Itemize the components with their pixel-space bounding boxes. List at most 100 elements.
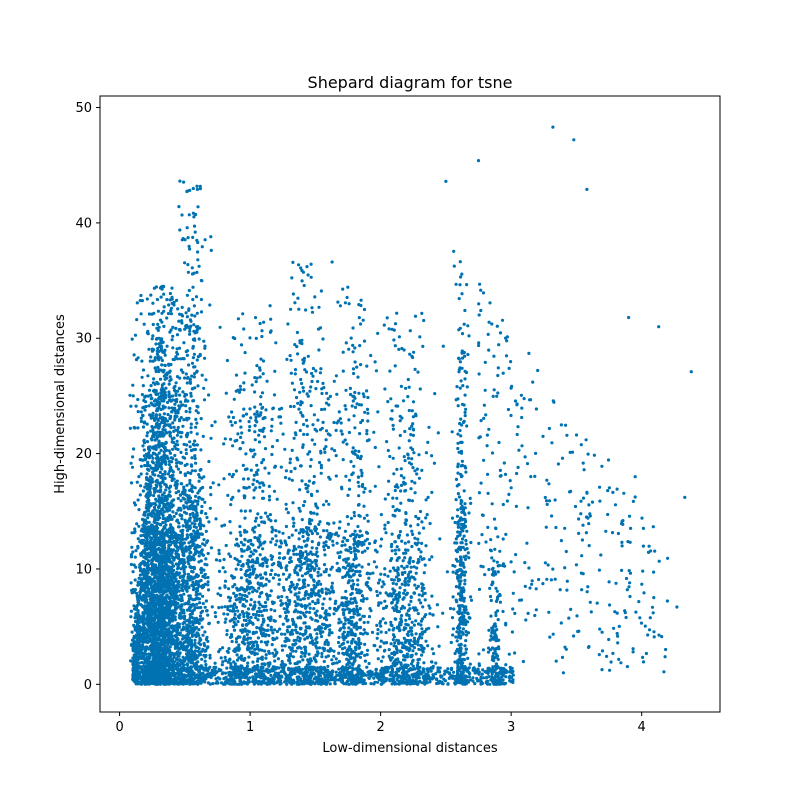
data-point (181, 528, 185, 532)
data-point (178, 419, 182, 423)
data-point (193, 638, 197, 642)
data-point (334, 599, 338, 603)
data-point (179, 567, 183, 571)
data-point (175, 397, 179, 402)
data-point (169, 552, 173, 556)
data-point (228, 596, 233, 600)
data-point (239, 654, 243, 658)
data-point (265, 643, 269, 647)
data-point (175, 650, 179, 654)
data-point (200, 625, 204, 629)
data-point (131, 550, 135, 554)
data-point (132, 501, 136, 505)
data-point (141, 384, 145, 388)
data-point (129, 481, 134, 485)
data-point (295, 638, 299, 642)
data-point (175, 352, 180, 356)
data-point (242, 381, 246, 385)
data-point (139, 410, 143, 414)
data-point (180, 321, 184, 325)
data-point (297, 591, 301, 595)
data-point (246, 661, 250, 665)
data-point (222, 442, 226, 446)
data-point (136, 426, 140, 430)
data-point (176, 555, 180, 560)
data-point (191, 297, 195, 302)
data-point (141, 425, 146, 429)
data-point (320, 391, 324, 396)
data-point (264, 583, 268, 587)
data-point (182, 551, 186, 555)
data-point (150, 566, 155, 570)
data-point (311, 374, 315, 378)
data-point (296, 296, 300, 300)
data-point (193, 575, 197, 579)
data-point (254, 549, 258, 553)
data-point (334, 657, 338, 661)
data-point (158, 377, 163, 381)
data-point (252, 496, 256, 500)
data-point (158, 318, 163, 322)
data-point (252, 570, 256, 574)
data-point (283, 644, 287, 648)
data-point (147, 388, 152, 392)
data-point (139, 464, 143, 468)
data-point (260, 461, 264, 465)
data-point (176, 566, 181, 570)
data-point (255, 376, 259, 380)
data-point (317, 567, 321, 571)
data-point (239, 576, 243, 580)
data-point (303, 585, 307, 589)
data-point (260, 655, 264, 659)
data-point (261, 458, 266, 462)
data-point (165, 593, 169, 597)
data-point (298, 587, 302, 591)
data-point (168, 298, 172, 302)
data-point (175, 540, 179, 544)
data-point (270, 537, 275, 541)
data-point (185, 657, 189, 661)
data-point (194, 325, 199, 329)
data-point (177, 346, 182, 350)
data-point (149, 393, 153, 397)
data-point (312, 413, 316, 417)
data-point (205, 609, 209, 613)
data-point (234, 373, 239, 377)
data-point (162, 450, 166, 454)
data-point (167, 449, 171, 453)
data-point (325, 618, 329, 622)
data-point (238, 559, 242, 564)
data-point (192, 515, 196, 519)
data-point (310, 306, 314, 310)
data-point (288, 461, 292, 465)
data-point (130, 531, 134, 535)
data-point (163, 353, 167, 357)
data-point (185, 619, 189, 623)
data-point (253, 647, 257, 652)
data-point (312, 607, 316, 611)
data-point (170, 642, 174, 646)
data-point (238, 384, 242, 388)
data-point (180, 238, 184, 242)
data-point (180, 535, 184, 540)
data-point (203, 630, 207, 634)
data-point (292, 404, 296, 409)
data-point (290, 276, 294, 280)
data-point (165, 298, 169, 302)
data-point (177, 622, 181, 626)
data-point (196, 545, 200, 549)
data-point (206, 539, 210, 543)
data-point (160, 287, 164, 291)
data-point (220, 663, 224, 667)
data-point (139, 419, 143, 423)
data-point (203, 500, 207, 504)
data-point (149, 429, 153, 433)
data-point (297, 263, 301, 267)
data-point (175, 439, 179, 443)
data-point (187, 650, 191, 654)
data-point (184, 448, 188, 452)
data-point (181, 524, 185, 528)
data-point (327, 475, 331, 479)
data-point (176, 646, 180, 650)
